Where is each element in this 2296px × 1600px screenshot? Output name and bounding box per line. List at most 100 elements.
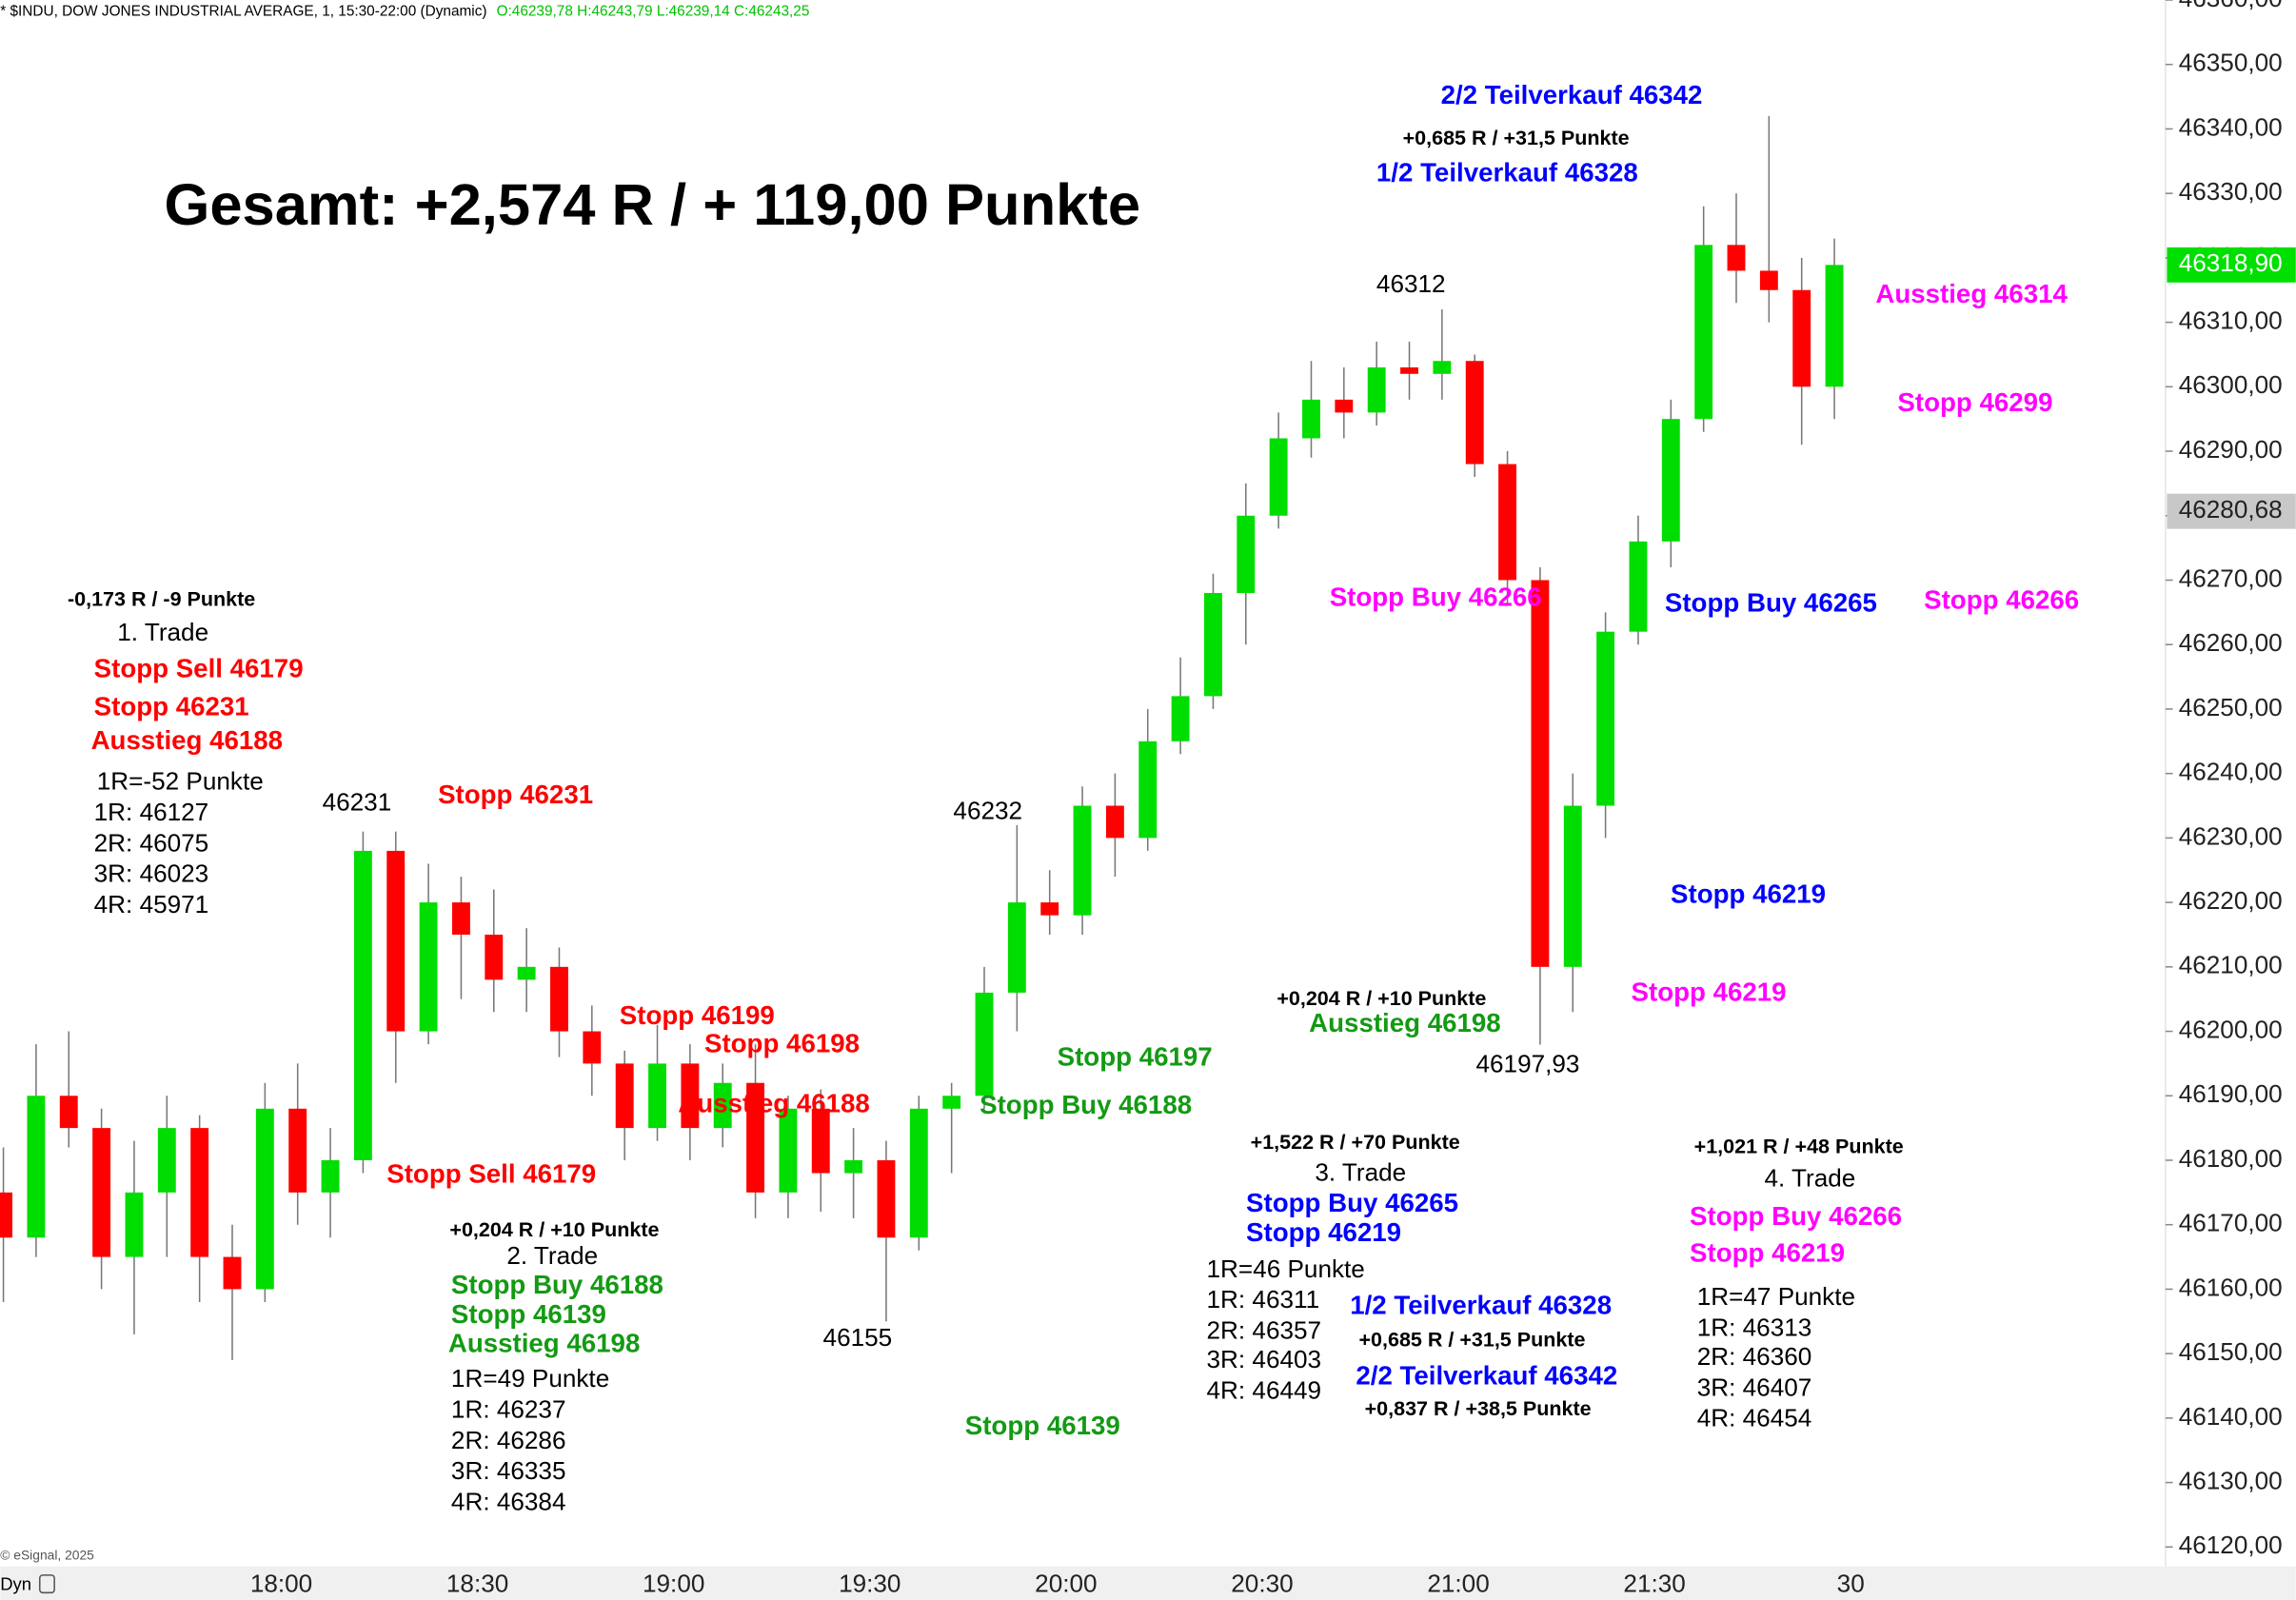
annotation: 1R=-52 Punkte (97, 767, 264, 796)
candle-body (255, 1108, 274, 1290)
x-tick-label: 30 (1837, 1570, 1865, 1598)
candle-body (419, 902, 438, 1032)
annotation: +0,204 R / +10 Punkte (1277, 987, 1486, 1010)
annotation: Ausstieg 46188 (91, 725, 284, 755)
candle-body (1825, 265, 1844, 387)
annotation: Stopp 46219 (1671, 879, 1826, 909)
candle-body (223, 1256, 242, 1290)
annotation: Stopp Buy 46265 (1246, 1188, 1458, 1217)
candle-body (386, 850, 406, 1032)
annotation: 1/2 Teilverkauf 46328 (1350, 1291, 1612, 1320)
annotation: 1R: 46237 (451, 1395, 566, 1424)
y-tick-label: 46270,00 (2179, 563, 2283, 592)
y-tick-label: 46340,00 (2179, 112, 2283, 141)
candle-body (1269, 438, 1288, 516)
x-tick-label: 21:30 (1623, 1570, 1685, 1598)
candle-body (583, 1031, 602, 1064)
annotation: Stopp 46219 (1632, 978, 1787, 1007)
candle-body (681, 1063, 700, 1129)
annotation: Stopp Buy 46266 (1330, 582, 1542, 611)
candle-body (713, 1082, 732, 1129)
candle-body (1138, 741, 1158, 839)
price-label-box (2167, 247, 2296, 283)
candle-body (157, 1128, 176, 1193)
candle-body (844, 1159, 863, 1174)
annotation: 4R: 46454 (1697, 1404, 1812, 1432)
annotation: 2/2 Teilverkauf 46342 (1441, 80, 1703, 109)
candle-body (550, 966, 568, 1032)
annotation: 1R=47 Punkte (1697, 1282, 1855, 1311)
candle-body (1302, 399, 1320, 439)
y-tick-label: 46290,00 (2179, 435, 2283, 464)
annotation: 2R: 46075 (94, 828, 209, 857)
annotation: Stopp 46266 (1924, 584, 2079, 614)
candle-body (27, 1096, 46, 1238)
lock-icon[interactable] (38, 1574, 55, 1594)
candle-body (1203, 593, 1222, 697)
annotation: -0,173 R / -9 Punkte (68, 587, 255, 610)
annotation: Ausstieg 46314 (1875, 279, 2068, 308)
annotation: 2R: 46286 (451, 1426, 566, 1454)
y-tick-label: 46160,00 (2179, 1273, 2283, 1301)
annotation: Stopp Sell 46179 (386, 1158, 596, 1188)
candle-body (517, 966, 536, 980)
annotation: 2R: 46357 (1207, 1315, 1322, 1344)
x-tick-label: 19:00 (643, 1570, 704, 1598)
annotation: +0,837 R / +38,5 Punkte (1365, 1397, 1592, 1420)
annotation: Stopp 46231 (94, 692, 249, 721)
candle-body (451, 902, 470, 935)
candle-body (648, 1063, 666, 1129)
candle-body (1759, 270, 1778, 290)
annotation: Ausstieg 46188 (678, 1088, 870, 1117)
annotation: Stopp Buy 46265 (1665, 587, 1877, 617)
candle-body (615, 1063, 634, 1129)
annotation: 4R: 45971 (94, 890, 209, 919)
annotation: 1R: 46127 (94, 798, 209, 826)
annotation: 46197,93 (1476, 1050, 1580, 1078)
y-tick-label: 46350,00 (2179, 49, 2283, 77)
candle-body (1073, 805, 1092, 916)
annotation: Stopp 46219 (1246, 1217, 1401, 1247)
candle-body (1105, 805, 1124, 839)
annotation: Stopp 46219 (1690, 1237, 1845, 1267)
y-tick-label: 46300,00 (2179, 370, 2283, 399)
candle-body (975, 992, 994, 1096)
annotation: 3. Trade (1315, 1157, 1406, 1186)
x-tick-label: 18:30 (446, 1570, 508, 1598)
y-tick-label: 46150,00 (2179, 1337, 2283, 1366)
footer-mode[interactable]: Dyn (0, 1573, 31, 1593)
annotation: Stopp Buy 46188 (980, 1090, 1192, 1119)
candle-body (485, 934, 504, 980)
header-ohlc: O:46239,78 H:46243,79 L:46239,14 C:46243… (497, 3, 810, 19)
y-tick-label: 46360,00 (2179, 0, 2283, 12)
y-tick-label: 46180,00 (2179, 1144, 2283, 1173)
annotation: 46312 (1376, 269, 1446, 298)
candle-body (1335, 399, 1354, 413)
candle-body (125, 1192, 144, 1257)
y-tick-label: 46210,00 (2179, 951, 2283, 979)
x-tick-label: 20:30 (1231, 1570, 1293, 1598)
candle-body (811, 1108, 830, 1174)
y-tick-label: 46190,00 (2179, 1079, 2283, 1108)
annotation: Stopp 46199 (620, 1000, 775, 1030)
annotation: 46232 (953, 796, 1022, 824)
candle-body (1563, 805, 1582, 967)
candle-body (1433, 361, 1452, 374)
annotation: 46155 (823, 1323, 893, 1352)
x-tick-label: 19:30 (839, 1570, 901, 1598)
annotation: 1R: 46311 (1207, 1285, 1320, 1314)
y-tick-label: 46260,00 (2179, 628, 2283, 657)
price-label-box (2167, 493, 2296, 529)
annotation: Stopp Buy 46266 (1690, 1201, 1902, 1231)
annotation: 1R=49 Punkte (451, 1364, 609, 1393)
annotation: +0,685 R / +31,5 Punkte (1358, 1328, 1585, 1351)
annotation: 2R: 46360 (1697, 1342, 1812, 1371)
candle-body (0, 1192, 13, 1238)
y-tick-label: 46230,00 (2179, 821, 2283, 850)
candle-body (288, 1108, 307, 1193)
candle-body (353, 850, 372, 1160)
candle-body (1237, 515, 1256, 594)
candle-body (942, 1096, 961, 1109)
footer: © eSignal, 2025 (0, 1548, 94, 1563)
price-label: 46280,68 (2179, 495, 2283, 523)
